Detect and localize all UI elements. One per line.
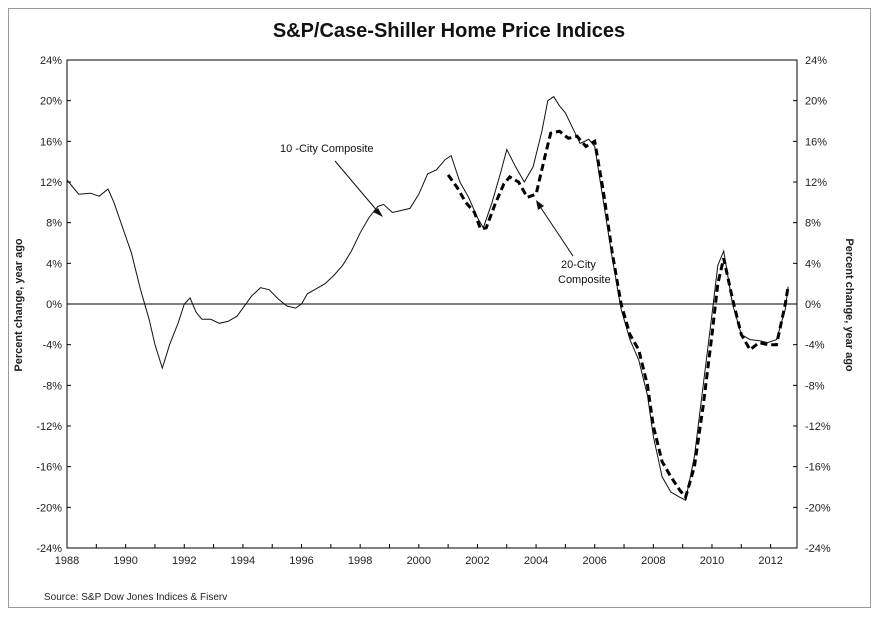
y-axis-left: -24% -20% -16% -12% -8% -4% 0% 4% 8% 12% 16% 20% 24% [36, 55, 71, 555]
y-right-tick-label: 4% [805, 258, 821, 270]
x-tick-label: 1998 [348, 555, 372, 567]
y-left-tick-label: -4% [42, 340, 62, 352]
annotation-10-city: 10 -City Composite [280, 143, 383, 217]
y-left-tick-label: 8% [46, 218, 62, 230]
annotation-20-city-arrowhead [536, 200, 544, 210]
y-axis-right: -24% -20% -16% -12% -8% -4% 0% 4% 8% 12% 16% 20% 24% [793, 55, 831, 555]
annotation-10-city-arrowhead [373, 208, 383, 217]
y-right-tick-label: 16% [805, 136, 827, 148]
y-right-tick-label: 0% [805, 299, 821, 311]
y-right-tick-label: -16% [805, 462, 831, 474]
chart-frame [8, 8, 871, 608]
annotation-20-city-arrow-line [538, 204, 574, 257]
y-right-tick-label: 20% [805, 96, 827, 108]
x-tick-label: 1994 [231, 555, 255, 567]
y-right-tick-label: 12% [805, 177, 827, 189]
y-left-tick-label: 0% [46, 299, 62, 311]
x-tick-label: 1996 [289, 555, 313, 567]
y-left-tick-label: -24% [36, 543, 62, 555]
y-left-tick-label: 16% [40, 136, 62, 148]
x-tick-label: 1988 [55, 555, 79, 567]
x-tick-label: 2008 [641, 555, 665, 567]
annotation-20-city: 20-City Composite [536, 200, 611, 286]
y-left-tick-label: 20% [40, 96, 62, 108]
y-axis-right-label: Percent change, year ago [843, 238, 855, 372]
x-axis: 1988 1990 1992 1994 1996 1998 2000 2002 2004 2006… [55, 544, 783, 567]
y-left-tick-label: 12% [40, 177, 62, 189]
y-axis-left-label: Percent change, year ago [13, 238, 25, 372]
annotation-10-city-arrow-line [334, 160, 380, 214]
y-right-tick-label: 8% [805, 218, 821, 230]
x-tick-label: 2006 [582, 555, 606, 567]
x-tick-label: 1992 [172, 555, 196, 567]
y-left-tick-label: 4% [46, 258, 62, 270]
y-left-tick-label: -20% [36, 502, 62, 514]
y-left-tick-label: 24% [40, 55, 62, 67]
y-right-tick-label: -20% [805, 502, 831, 514]
y-right-tick-label: -12% [805, 421, 831, 433]
x-tick-label: 2002 [465, 555, 489, 567]
series-line-10-city-composite [66, 95, 789, 501]
chart-title: S&P/Case-Shiller Home Price Indices [273, 20, 625, 42]
x-tick-label: 2012 [758, 555, 782, 567]
x-tick-label: 1990 [113, 555, 137, 567]
x-tick-label: 2004 [524, 555, 548, 567]
y-right-tick-label: -24% [805, 543, 831, 555]
y-right-tick-label: -8% [805, 380, 825, 392]
annotation-20-city-label-line2: Composite [558, 274, 611, 286]
y-left-tick-label: -12% [36, 421, 62, 433]
y-right-tick-label: -4% [805, 340, 825, 352]
y-left-tick-label: -8% [42, 380, 62, 392]
annotation-20-city-label-line1: 20-City [561, 259, 596, 271]
source-note: Source: S&P Dow Jones Indices & Fiserv [44, 592, 227, 603]
annotation-10-city-label: 10 -City Composite [280, 143, 374, 155]
x-tick-label: 2000 [407, 555, 431, 567]
x-tick-label: 2010 [700, 555, 724, 567]
y-right-tick-label: 24% [805, 55, 827, 67]
series-line-20-city-composite [446, 129, 790, 501]
y-left-tick-label: -16% [36, 462, 62, 474]
